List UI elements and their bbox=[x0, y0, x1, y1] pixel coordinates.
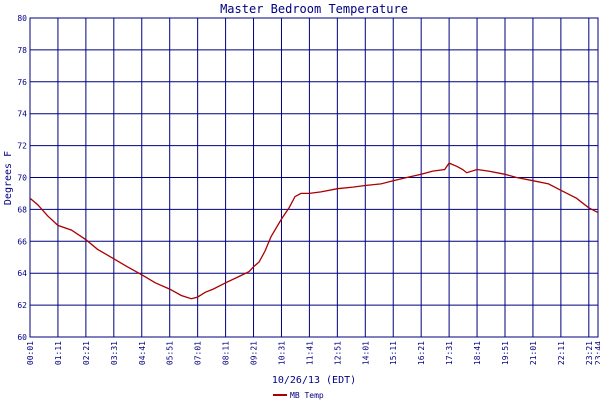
x-axis-label: 10/26/13 (EDT) bbox=[272, 375, 356, 386]
x-tick-label: 10:31 bbox=[277, 341, 286, 365]
x-tick-label: 07:01 bbox=[194, 341, 203, 365]
x-tick-label: 21:01 bbox=[529, 341, 538, 365]
y-tick-label: 66 bbox=[17, 237, 27, 246]
y-axis-ticks: 60 62 64 66 68 70 72 74 76 78 80 bbox=[17, 14, 27, 342]
x-tick-label: 23:21 bbox=[585, 341, 594, 365]
y-tick-label: 68 bbox=[17, 205, 27, 214]
x-tick-label: 19:51 bbox=[501, 341, 510, 365]
y-tick-label: 72 bbox=[17, 142, 27, 151]
x-tick-label: 03:31 bbox=[110, 341, 119, 365]
x-tick-label: 12:51 bbox=[333, 341, 342, 365]
y-tick-label: 60 bbox=[17, 333, 27, 342]
series-line-mb-temp bbox=[29, 162, 599, 300]
y-tick-label: 74 bbox=[17, 110, 27, 119]
x-tick-label: 01:11 bbox=[54, 341, 63, 365]
x-tick-label: 15:11 bbox=[389, 341, 398, 365]
y-tick-label: 78 bbox=[17, 46, 27, 55]
x-tick-label: 18:41 bbox=[473, 341, 482, 365]
x-tick-label: 23:44 bbox=[594, 341, 600, 365]
plot-area-frame bbox=[29, 17, 599, 338]
legend-label: MB Temp bbox=[290, 391, 324, 400]
y-tick-label: 80 bbox=[17, 14, 27, 23]
x-tick-label: 09:21 bbox=[250, 341, 259, 365]
y-tick-label: 76 bbox=[17, 78, 27, 87]
x-tick-label: 04:41 bbox=[138, 341, 147, 365]
x-tick-label: 05:51 bbox=[166, 341, 175, 365]
y-tick-label: 64 bbox=[17, 269, 27, 278]
chart-title: Master Bedroom Temperature bbox=[220, 2, 408, 16]
x-tick-label: 14:01 bbox=[361, 341, 370, 365]
y-axis-label: Degrees F bbox=[3, 151, 14, 205]
y-tick-label: 70 bbox=[17, 174, 27, 183]
x-tick-label: 00:01 bbox=[26, 341, 35, 365]
x-tick-label: 08:11 bbox=[222, 341, 231, 365]
x-tick-label: 22:11 bbox=[557, 341, 566, 365]
x-axis-ticks: 00:01 01:11 02:21 03:31 04:41 05:51 07:01 08:11… bbox=[26, 341, 600, 365]
x-tick-label: 17:31 bbox=[445, 341, 454, 365]
x-tick-label: 02:21 bbox=[82, 341, 91, 365]
y-tick-label: 62 bbox=[17, 301, 27, 310]
x-tick-label: 16:21 bbox=[417, 341, 426, 365]
x-tick-label: 11:41 bbox=[305, 341, 314, 365]
